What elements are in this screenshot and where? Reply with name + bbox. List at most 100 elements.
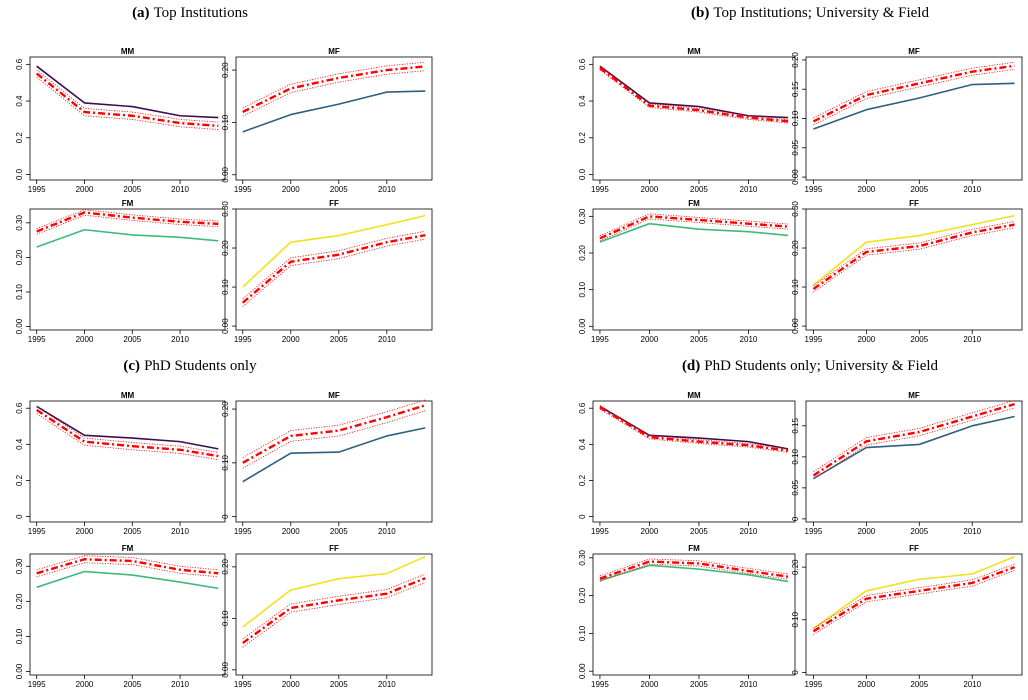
- x-tick-label: 2010: [378, 185, 396, 194]
- series-line: [36, 209, 219, 230]
- group-title-text: Top Institutions: [154, 5, 249, 21]
- y-tick-label: 0.00: [15, 663, 24, 679]
- series-line: [813, 563, 1015, 629]
- panel-title: FF: [909, 544, 919, 553]
- x-tick-label: 2005: [330, 185, 348, 194]
- panel-title: FM: [122, 544, 134, 553]
- series-line: [599, 69, 789, 124]
- plot-frame: [592, 208, 796, 331]
- x-tick-label: 2000: [76, 527, 94, 536]
- x-tick-label: 1995: [28, 680, 46, 689]
- x-tick-label: 1995: [234, 335, 252, 344]
- x-tick-label: 1995: [28, 335, 46, 344]
- series-line: [812, 64, 1015, 123]
- plot-frame: [29, 208, 226, 331]
- y-tick-label: 0.10: [15, 628, 24, 644]
- x-tick-label: 2000: [76, 680, 94, 689]
- y-tick-label: 0: [578, 514, 587, 519]
- series-line: [599, 67, 789, 123]
- x-tick-label: 2000: [857, 527, 875, 536]
- x-tick-label: 1995: [591, 185, 609, 194]
- x-tick-label: 1995: [28, 527, 46, 536]
- y-tick-label: 0.20: [578, 587, 587, 603]
- group-label: (d): [682, 358, 700, 374]
- series-line: [242, 581, 426, 648]
- x-tick-label: 2010: [171, 185, 189, 194]
- plot-frame: [592, 56, 796, 181]
- x-tick-label: 2010: [171, 335, 189, 344]
- y-tick-label: 0: [791, 516, 800, 521]
- x-tick-label: 2000: [282, 335, 300, 344]
- y-tick-label: 0.20: [221, 240, 230, 256]
- x-tick-label: 2010: [378, 335, 396, 344]
- group-title: (b) Top Institutions; University & Field: [691, 5, 929, 21]
- panel: MM 1995 2000 2005 2010 0.0 0.2 0.4 0.6: [15, 47, 226, 194]
- plot-frame: [805, 56, 1023, 181]
- y-tick-label: 0.00: [15, 318, 24, 334]
- x-tick-label: 1995: [805, 335, 823, 344]
- x-tick-label: 2005: [910, 335, 928, 344]
- y-tick-label: 0.15: [791, 81, 800, 97]
- x-tick-label: 2010: [740, 527, 758, 536]
- panel-title: MM: [121, 47, 135, 56]
- series-line: [241, 233, 426, 304]
- panel: MM 1995 2000 2005 2010 0.0 0.2 0.4 0.6: [578, 47, 796, 194]
- group-title-text: PhD Students only; University & Field: [704, 358, 938, 374]
- y-tick-label: 0.00: [578, 318, 587, 334]
- y-tick-label: 0: [791, 670, 800, 675]
- y-tick-label: 0.00: [578, 663, 587, 679]
- y-tick-label: 0.10: [221, 279, 230, 295]
- panel: FF 1995 2000 2005 2010 0.00 0.10 0.20 0.30: [791, 199, 1023, 344]
- series-line: [242, 61, 426, 109]
- x-tick-label: 2005: [123, 185, 141, 194]
- x-tick-label: 2005: [330, 680, 348, 689]
- y-tick-label: 0: [15, 514, 24, 519]
- x-tick-label: 2000: [857, 185, 875, 194]
- y-tick-label: 0.2: [578, 132, 587, 144]
- plot-frame: [29, 400, 226, 523]
- series-line: [242, 410, 426, 469]
- series-line: [812, 214, 1015, 286]
- x-tick-label: 1995: [591, 680, 609, 689]
- y-tick-label: 0.05: [791, 480, 800, 496]
- y-tick-label: 0.4: [15, 438, 24, 450]
- series-line: [813, 399, 1015, 473]
- panel: FF 1995 2000 2005 2010 0.00 0.10 0.20: [221, 544, 433, 689]
- x-tick-label: 2005: [910, 527, 928, 536]
- y-tick-label: 0.6: [15, 58, 24, 70]
- x-tick-label: 1995: [591, 527, 609, 536]
- group-label: (c): [123, 358, 140, 374]
- x-tick-label: 2005: [910, 680, 928, 689]
- y-tick-label: 0.20: [791, 240, 800, 256]
- series-line: [812, 223, 1015, 291]
- group-title-text: PhD Students only: [144, 358, 257, 374]
- y-tick-label: 0.05: [791, 139, 800, 155]
- x-tick-label: 2005: [123, 335, 141, 344]
- x-tick-label: 2005: [330, 335, 348, 344]
- y-tick-label: 0.00: [221, 166, 230, 182]
- series-line: [813, 227, 1015, 293]
- series-line: [242, 238, 426, 307]
- series-line: [36, 65, 219, 119]
- series-line: [36, 214, 219, 235]
- panel: MM 1995 2000 2005 2010 0 0.2 0.4 0.6: [578, 391, 796, 536]
- panel: FM 1995 2000 2005 2010 0.00 0.10 0.20 0.30: [15, 544, 226, 689]
- x-tick-label: 2005: [690, 527, 708, 536]
- series-line: [36, 562, 219, 578]
- series-line: [242, 65, 426, 114]
- group-label: (b): [691, 5, 709, 21]
- y-tick-label: 0.10: [791, 110, 800, 126]
- y-tick-label: 0.30: [221, 201, 230, 217]
- x-tick-label: 2000: [641, 527, 659, 536]
- group-title-text: Top Institutions; University & Field: [713, 5, 929, 21]
- y-tick-label: 0.2: [578, 474, 587, 486]
- series-line: [242, 90, 426, 133]
- y-tick-label: 0.00: [791, 169, 800, 185]
- series-line: [36, 409, 219, 458]
- panel-title: FM: [122, 199, 134, 208]
- series-line: [36, 555, 219, 571]
- y-tick-label: 0.00: [221, 662, 230, 678]
- series-line: [36, 413, 219, 461]
- plot-frame: [592, 400, 796, 523]
- panel: FF 1995 2000 2005 2010 0 0.10 0.20: [791, 544, 1023, 689]
